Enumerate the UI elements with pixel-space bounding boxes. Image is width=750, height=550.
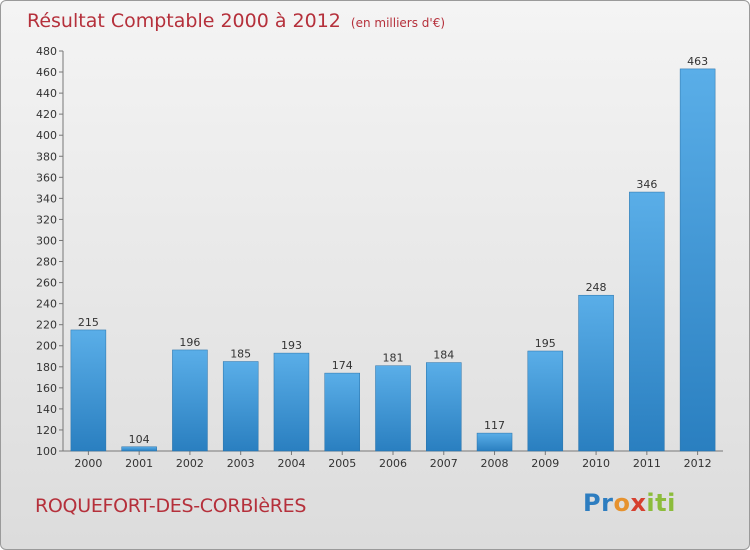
data-label-2002: 196 [179, 336, 200, 349]
logo-part-3: x [630, 489, 647, 517]
x-tick-label-2000: 2000 [74, 457, 102, 470]
x-tick-label-2010: 2010 [582, 457, 610, 470]
bar-2005 [324, 372, 360, 452]
data-label-2000: 215 [78, 316, 99, 329]
chart-subtitle: (en milliers d'€) [350, 16, 446, 30]
data-label-2009: 195 [535, 337, 556, 350]
y-tick-label: 100 [36, 445, 57, 458]
y-tick-label: 440 [36, 87, 57, 100]
bar-2010 [578, 294, 614, 452]
y-tick-label: 240 [36, 298, 57, 311]
y-tick-label: 400 [36, 129, 57, 142]
x-tick-label-2001: 2001 [125, 457, 153, 470]
bar-2008 [476, 432, 513, 452]
bar-2012 [679, 68, 716, 452]
data-label-2001: 104 [129, 433, 150, 446]
x-tick-label-2009: 2009 [531, 457, 559, 470]
bar-chart: 100 120 140 160 180 200 220 240 260 280 300 320 340 3… [36, 45, 723, 470]
y-tick-label: 380 [36, 150, 57, 163]
x-tick-label-2007: 2007 [430, 457, 458, 470]
x-tick-label-2006: 2006 [379, 457, 407, 470]
y-tick-label: 360 [36, 171, 57, 184]
data-label-2012: 463 [687, 55, 708, 68]
y-tick-label: 280 [36, 256, 57, 269]
x-tick-label-2012: 2012 [684, 457, 712, 470]
bar-2004 [273, 352, 310, 452]
bar-2006 [375, 365, 411, 452]
data-label-2004: 193 [281, 339, 302, 352]
y-tick-label: 480 [36, 45, 57, 58]
bar-2001 [121, 446, 157, 452]
logo-part-2: o [613, 489, 631, 517]
logo-part-1: Pr [583, 489, 614, 517]
x-tick-label-2005: 2005 [328, 457, 356, 470]
y-tick-label: 180 [36, 361, 57, 374]
bar-2007 [426, 362, 462, 452]
data-label-2005: 174 [332, 359, 353, 372]
y-tick-label: 160 [36, 382, 57, 395]
data-label-2010: 248 [586, 281, 607, 294]
y-tick-label: 120 [36, 424, 57, 437]
x-tick-label-2003: 2003 [227, 457, 255, 470]
chart-title: Résultat Comptable 2000 à 2012 (en millie… [27, 10, 445, 32]
x-tick-label-2008: 2008 [481, 457, 509, 470]
x-tick-label-2004: 2004 [277, 457, 305, 470]
data-label-2007: 184 [433, 349, 454, 362]
chart-labels: 215 2000 104 2001 196 2002 185 2003 193 2004 174 20… [74, 55, 711, 470]
data-label-2008: 117 [484, 419, 505, 432]
y-tick-label: 300 [36, 234, 57, 247]
y-tick-label: 320 [36, 213, 57, 226]
y-tick-label: 340 [36, 192, 57, 205]
bar-2003 [222, 361, 259, 452]
y-tick-label: 260 [36, 277, 57, 290]
bar-2002 [172, 349, 208, 452]
logo-part-4: iti [646, 489, 676, 517]
y-tick-label: 200 [36, 340, 57, 353]
chart-bars [70, 68, 716, 452]
bar-2011 [629, 191, 665, 452]
commune-name: ROQUEFORT-DES-CORBIèRES [35, 495, 307, 517]
data-label-2003: 185 [230, 348, 251, 361]
x-tick-label-2011: 2011 [633, 457, 661, 470]
y-tick-label: 220 [36, 319, 57, 332]
proxiti-logo: Proxiti [583, 489, 676, 517]
y-tick-label: 140 [36, 403, 57, 416]
bar-2000 [70, 329, 107, 452]
data-label-2006: 181 [383, 352, 404, 365]
y-tick-label: 460 [36, 66, 57, 79]
x-tick-label-2002: 2002 [176, 457, 204, 470]
y-tick-label: 420 [36, 108, 57, 121]
bar-2009 [527, 350, 564, 452]
chart-title-text: Résultat Comptable 2000 à 2012 [27, 10, 341, 32]
data-label-2011: 346 [636, 178, 657, 191]
